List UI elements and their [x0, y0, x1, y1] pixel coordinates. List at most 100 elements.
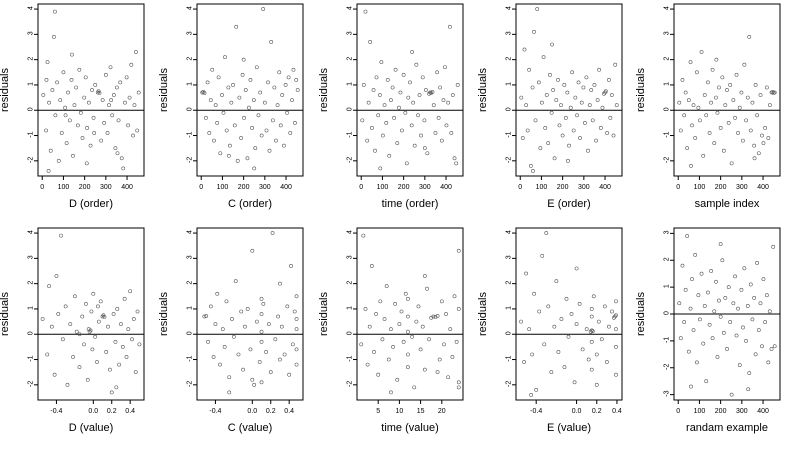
- data-point: [221, 110, 226, 115]
- data-point: [90, 347, 95, 352]
- data-point: [696, 105, 701, 110]
- data-point: [614, 313, 618, 318]
- data-point: [386, 357, 391, 362]
- y-tick-label: 1: [187, 306, 194, 310]
- plot-frame: [37, 3, 145, 177]
- x-tick-label: 0.2: [592, 408, 602, 415]
- y-tick-label: 2: [187, 281, 194, 285]
- data-point: [135, 309, 140, 314]
- data-point: [444, 312, 448, 316]
- data-point: [614, 103, 619, 108]
- data-point: [610, 309, 614, 314]
- data-point: [583, 120, 587, 125]
- data-point: [764, 293, 769, 298]
- data-point: [530, 352, 535, 357]
- data-point: [589, 339, 594, 344]
- data-point: [422, 274, 427, 278]
- data-point: [266, 80, 270, 85]
- data-point: [126, 327, 131, 332]
- data-point: [47, 284, 51, 289]
- data-point: [574, 266, 579, 271]
- data-point: [614, 372, 618, 377]
- data-point: [745, 95, 750, 100]
- data-point: [115, 151, 120, 156]
- data-point: [54, 274, 59, 278]
- data-point: [731, 301, 736, 306]
- data-point: [614, 299, 618, 304]
- data-point: [247, 105, 251, 110]
- data-point: [128, 289, 133, 294]
- data-point: [245, 156, 250, 161]
- data-point: [539, 100, 544, 105]
- y-tick-label: -2: [187, 381, 194, 387]
- data-point: [725, 88, 729, 92]
- data-point: [693, 252, 698, 257]
- data-point: [551, 88, 556, 92]
- data-point: [270, 118, 275, 123]
- data-point: [44, 128, 48, 133]
- data-point: [227, 375, 232, 380]
- data-point: [124, 75, 129, 80]
- data-point: [255, 319, 259, 324]
- data-point: [737, 363, 742, 367]
- data-point: [64, 141, 69, 146]
- data-point: [272, 85, 277, 90]
- data-point: [584, 75, 589, 80]
- data-point: [93, 83, 98, 87]
- x-tick-label: 200: [715, 184, 727, 191]
- y-tick-label: 1: [664, 82, 671, 86]
- data-point: [291, 67, 296, 72]
- y-axis-label: residuals: [158, 67, 170, 112]
- data-point: [74, 85, 79, 90]
- y-tick-label: 4: [347, 230, 354, 234]
- data-point: [213, 322, 218, 327]
- data-point: [66, 90, 71, 95]
- plot-frame: [356, 3, 464, 177]
- x-tick-label: 100: [694, 184, 706, 191]
- data-point: [542, 342, 547, 347]
- data-point: [91, 115, 96, 120]
- data-point: [276, 314, 281, 319]
- data-point: [395, 377, 400, 382]
- data-point: [416, 113, 420, 118]
- data-point: [723, 295, 728, 300]
- data-point: [729, 392, 734, 397]
- data-point: [597, 67, 602, 72]
- data-point: [250, 377, 255, 382]
- data-point: [590, 329, 595, 334]
- data-point: [242, 115, 246, 120]
- data-point: [435, 370, 440, 375]
- data-point: [682, 113, 687, 118]
- data-point: [532, 29, 536, 34]
- data-point: [544, 93, 549, 97]
- data-point: [556, 350, 561, 354]
- x-tick-label: 0: [518, 184, 522, 191]
- data-point: [745, 304, 750, 308]
- data-point: [77, 365, 82, 370]
- data-point: [390, 85, 395, 90]
- data-point: [554, 98, 559, 103]
- data-point: [63, 113, 68, 118]
- data-point: [226, 85, 231, 90]
- y-tick-label: 3: [506, 255, 513, 259]
- data-point: [251, 98, 256, 103]
- data-point: [48, 148, 53, 153]
- y-tick-label: -1: [664, 131, 671, 137]
- data-point: [412, 143, 417, 148]
- data-point: [690, 123, 694, 128]
- data-point: [422, 146, 427, 151]
- data-point: [430, 90, 435, 94]
- x-axis-label: D (order): [69, 198, 113, 210]
- data-point: [114, 85, 119, 90]
- plot-frame: [196, 3, 304, 177]
- data-point: [427, 337, 431, 342]
- data-point: [136, 90, 141, 95]
- y-tick-label: -2: [347, 381, 354, 387]
- y-tick-label: -1: [347, 131, 354, 137]
- y-tick-label: -1: [664, 337, 671, 343]
- x-tick-label: 400: [757, 408, 769, 415]
- data-point: [278, 281, 282, 286]
- data-point: [699, 271, 704, 276]
